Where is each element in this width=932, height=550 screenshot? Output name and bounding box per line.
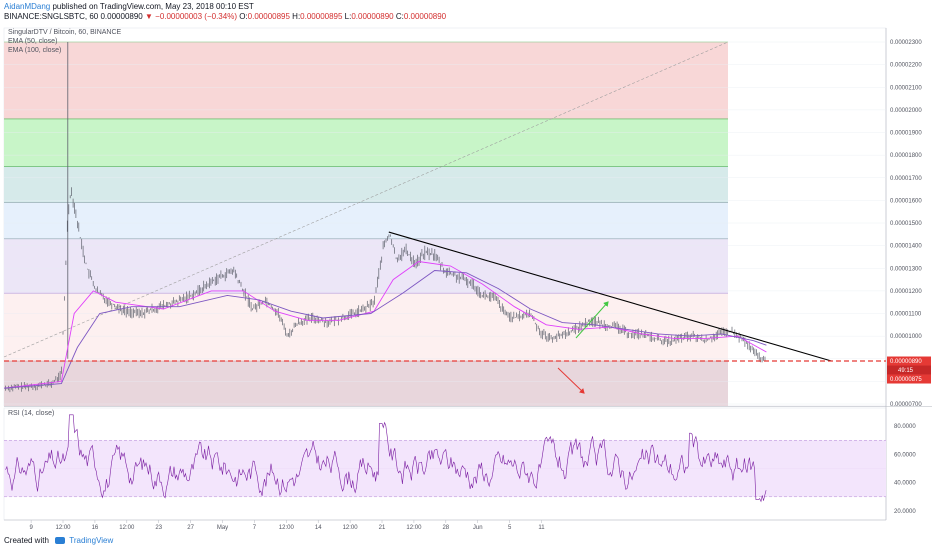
- time-tick-9: 14: [315, 525, 322, 531]
- low-price-tag-text: 0.00000875: [890, 377, 922, 383]
- fib-band-2: [4, 166, 728, 203]
- last-price-tag: [887, 356, 931, 366]
- price-tick-0: 0.00002300: [890, 40, 922, 46]
- price-tick-1: 0.00002200: [890, 63, 922, 69]
- price-tick-8: 0.00001500: [890, 221, 922, 227]
- last-price: 0.00000890: [100, 12, 143, 21]
- fib-band-5: [4, 293, 728, 362]
- fib-diagonal-line: [3, 41, 729, 358]
- rsi-tick-3: 20.0000: [894, 509, 916, 515]
- price-tick-2: 0.00002100: [890, 85, 922, 91]
- price-tick-10: 0.00001300: [890, 266, 922, 272]
- high-label: H:: [292, 12, 301, 21]
- symbol-label[interactable]: BINANCE:SNGLSBTC, 60: [4, 12, 99, 21]
- price-tick-12: 0.00001100: [890, 312, 922, 318]
- series-title[interactable]: SingularDTV / Bitcoin, 60, BINANCE: [8, 29, 122, 36]
- rsi-legend[interactable]: RSI (14, close): [8, 410, 55, 417]
- open-value: 0.00000895: [247, 12, 290, 21]
- open-label: O:: [239, 12, 248, 21]
- time-tick-12: 12:00: [406, 525, 422, 531]
- time-tick-6: May: [217, 525, 228, 531]
- price-change: −0.00000003 (−0.34%): [155, 12, 237, 21]
- price-tick-16: 0.00000700: [890, 402, 922, 408]
- created-with: Created with: [4, 536, 49, 545]
- low-price-tag: [887, 374, 931, 384]
- publish-info: published on TradingView.com, May 23, 20…: [52, 2, 254, 11]
- price-tick-4: 0.00001900: [890, 131, 922, 137]
- ema100-line: [3, 270, 767, 389]
- close-value: 0.00000890: [403, 12, 447, 21]
- ema50-legend[interactable]: EMA (50, close): [8, 38, 58, 45]
- low-value: 0.00000890: [351, 12, 394, 21]
- fib-band-1: [4, 118, 728, 167]
- countdown-tag: [887, 365, 931, 375]
- ohlc-line: BINANCE:SNGLSBTC, 60 0.00000890 ▼ −0.000…: [4, 12, 446, 21]
- price-tick-9: 0.00001400: [890, 244, 922, 250]
- low-label: L:: [344, 12, 352, 21]
- high-value: 0.00000895: [300, 12, 343, 21]
- time-tick-10: 12:00: [343, 525, 359, 531]
- ema100-legend[interactable]: EMA (100, close): [8, 47, 62, 54]
- time-tick-4: 23: [155, 525, 162, 531]
- price-tick-3: 0.00002000: [890, 108, 922, 114]
- rsi-tick-2: 40.0000: [894, 481, 916, 487]
- footer: Created with TradingView: [4, 536, 113, 545]
- time-tick-1: 12:00: [56, 525, 72, 531]
- tradingview-link[interactable]: TradingView: [69, 536, 114, 545]
- close-label: C:: [395, 12, 404, 21]
- down-arrow-icon: [557, 367, 585, 394]
- price-tick-7: 0.00001600: [890, 198, 922, 204]
- time-tick-11: 21: [379, 525, 386, 531]
- price-tick-11: 0.00001200: [890, 289, 922, 295]
- rsi-line: [5, 414, 767, 503]
- publish-line: AidanMDang published on TradingView.com,…: [4, 2, 254, 11]
- time-tick-15: 5: [508, 525, 512, 531]
- up-arrow-icon: [575, 301, 609, 339]
- time-tick-13: 28: [442, 525, 449, 531]
- time-tick-3: 12:00: [119, 525, 135, 531]
- ema50-line: [3, 261, 767, 389]
- fib-band-3: [4, 202, 728, 239]
- time-tick-16: 11: [538, 525, 545, 531]
- rsi-tick-0: 80.0000: [894, 424, 916, 430]
- time-tick-0: 9: [29, 525, 33, 531]
- price-tick-5: 0.00001800: [890, 153, 922, 159]
- time-tick-14: Jun: [473, 525, 483, 531]
- last-price-tag-text: 0.00000890: [890, 359, 922, 365]
- author-link[interactable]: AidanMDang: [4, 2, 51, 11]
- fib-band-4: [4, 238, 728, 294]
- time-tick-5: 27: [187, 525, 194, 531]
- price-tick-13: 0.00001000: [890, 334, 922, 340]
- time-tick-8: 12:00: [279, 525, 295, 531]
- down-arrow-icon: ▼: [144, 12, 153, 21]
- price-tick-6: 0.00001700: [890, 176, 922, 182]
- tradingview-logo-icon[interactable]: [55, 537, 66, 544]
- descending-trendline: [388, 231, 832, 362]
- fib-band-0: [4, 42, 728, 119]
- fib-band-6: [4, 361, 728, 406]
- rsi-tick-1: 60.0000: [894, 452, 916, 458]
- time-tick-7: 7: [253, 525, 257, 531]
- time-tick-2: 16: [92, 525, 99, 531]
- countdown-tag-text: 49:15: [898, 368, 914, 374]
